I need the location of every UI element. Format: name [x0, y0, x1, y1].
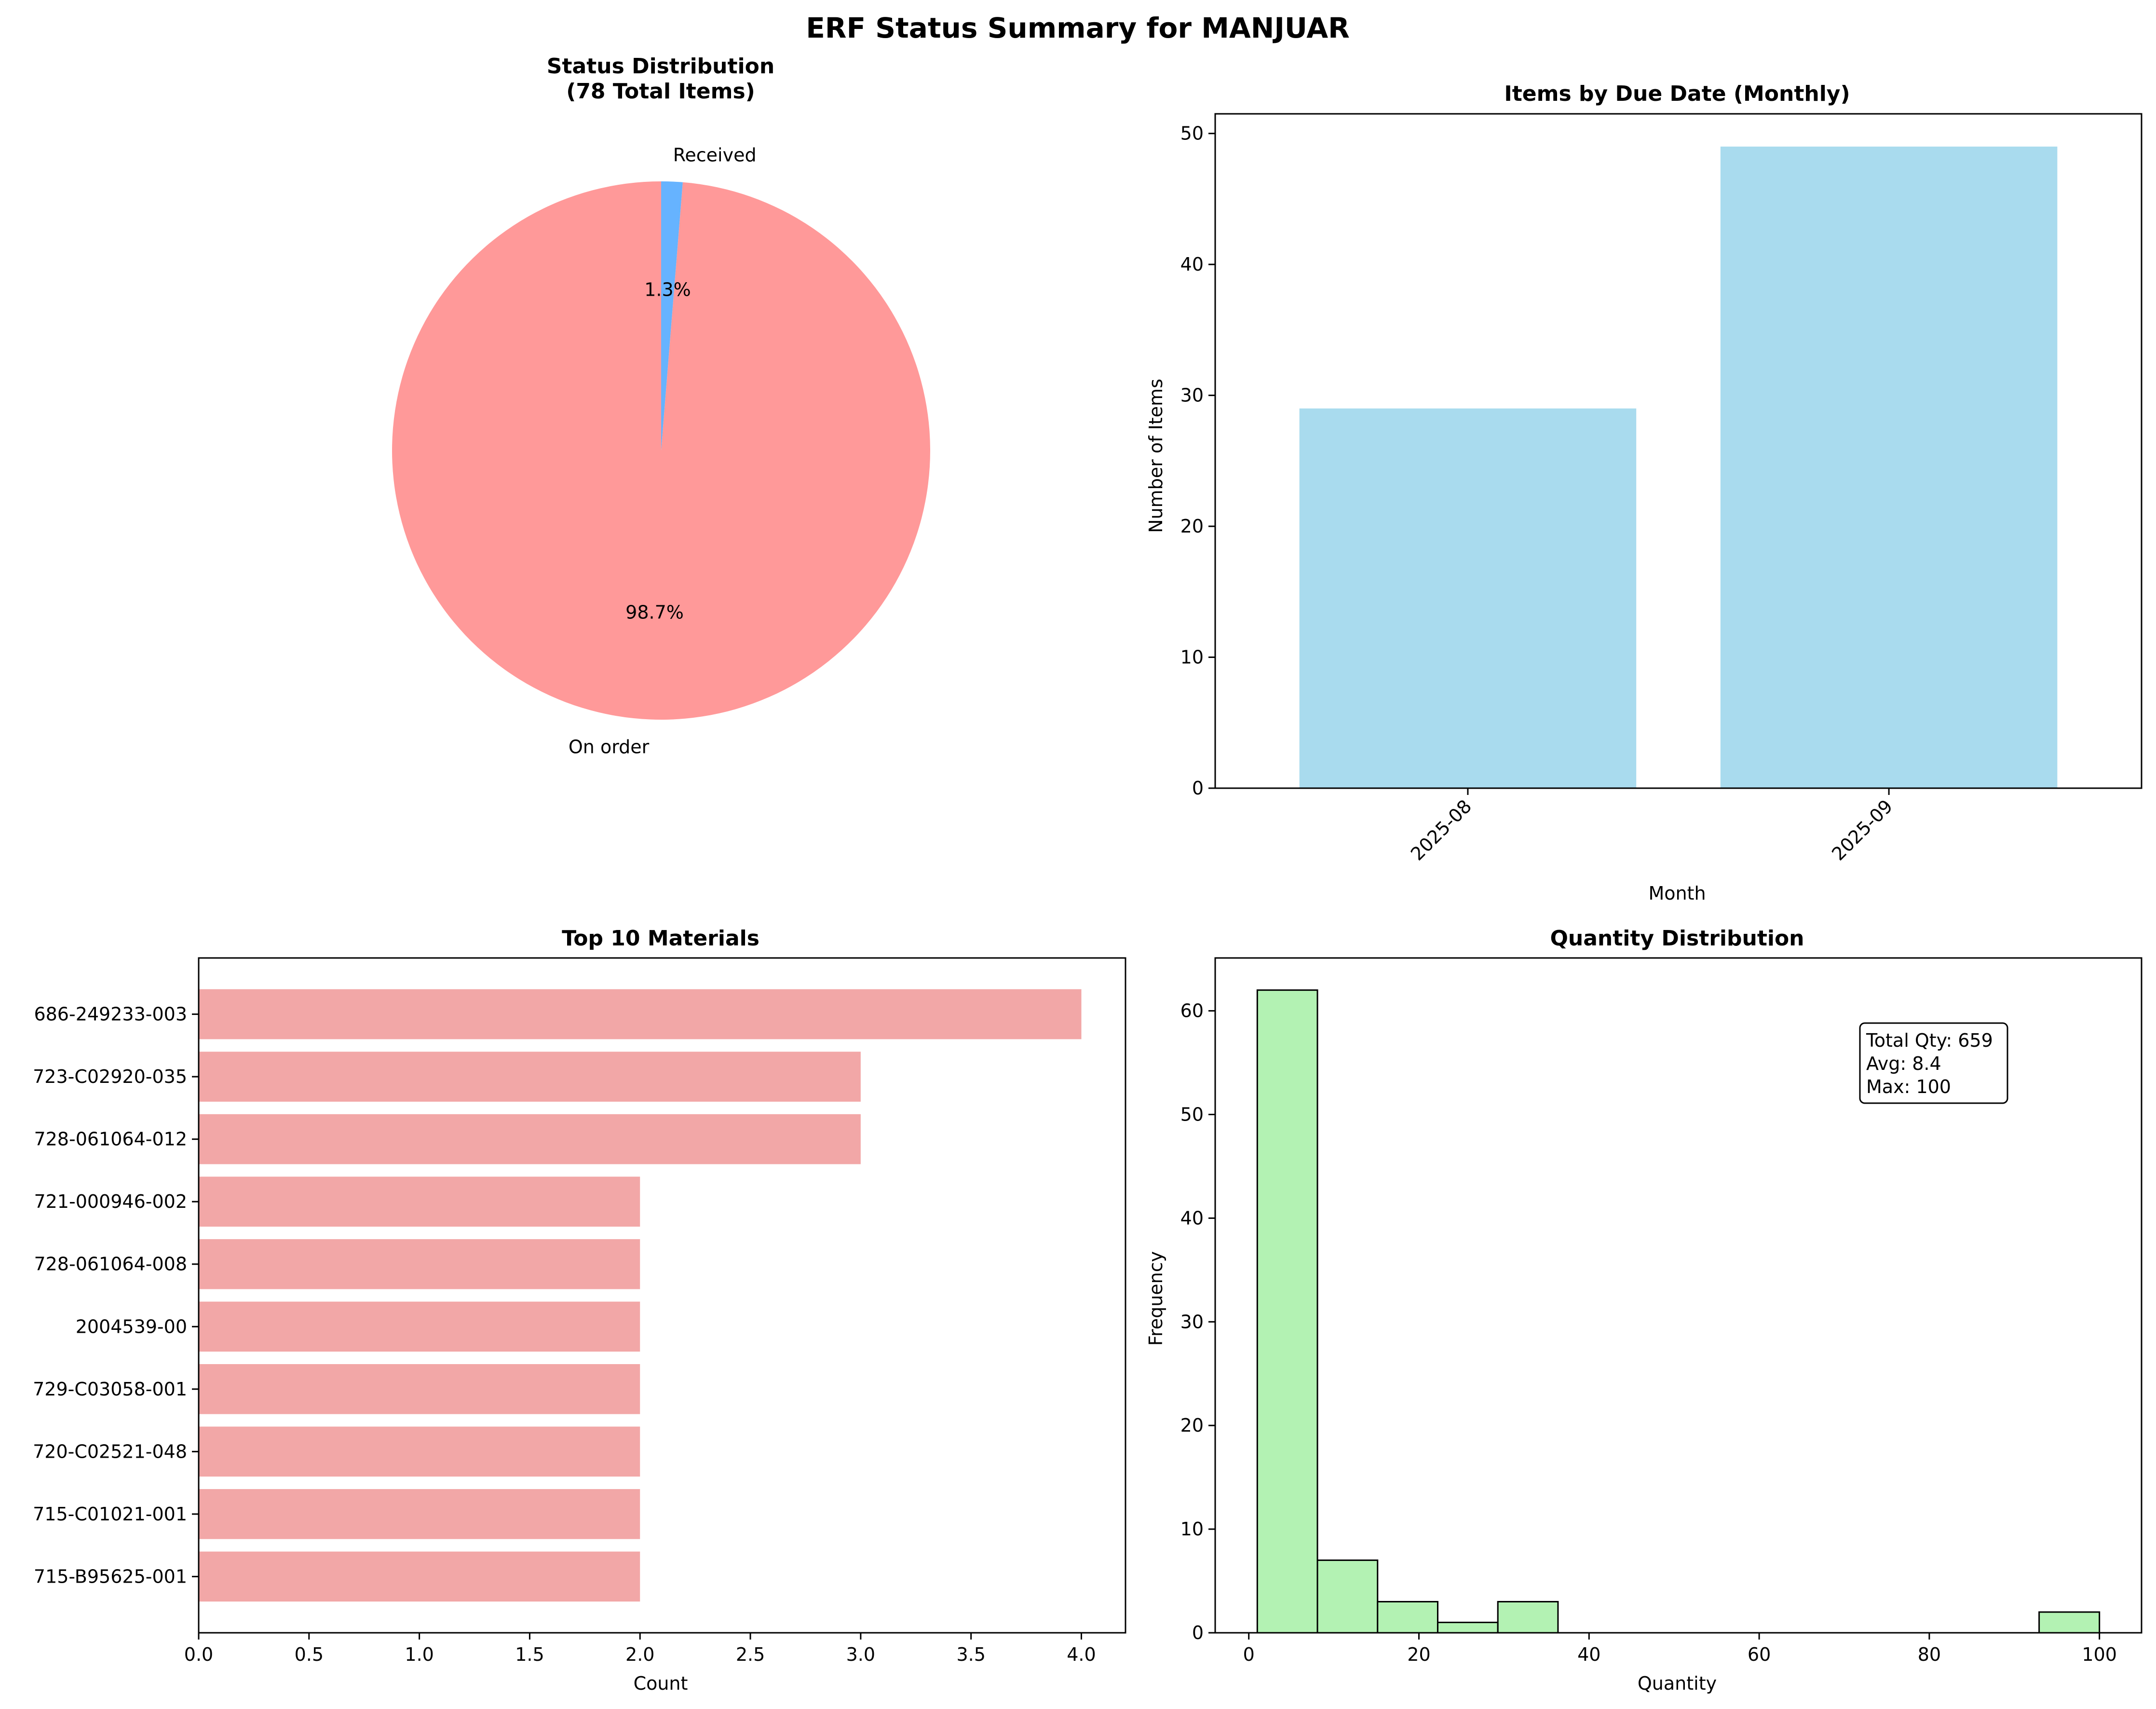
x-tick-label: 0.5: [295, 1644, 324, 1665]
material-bar: [199, 1114, 861, 1164]
y-tick-label: 720-C02521-048: [33, 1441, 187, 1462]
x-tick-label: 3.0: [846, 1644, 875, 1665]
y-tick-label: 40: [1180, 1207, 1204, 1229]
pie-percent-label: 98.7%: [625, 602, 684, 623]
materials-chart-title: Top 10 Materials: [562, 926, 759, 951]
y-tick-label: 715-C01021-001: [33, 1504, 187, 1525]
histogram-x-axis-label: Quantity: [1638, 1673, 1717, 1694]
material-bar: [199, 1489, 640, 1539]
y-tick-label: 721-000946-002: [34, 1191, 187, 1212]
y-tick-label: 10: [1180, 1518, 1204, 1540]
y-tick-label: 30: [1180, 385, 1204, 406]
x-tick-label: 1.5: [515, 1644, 544, 1665]
pie-label: On order: [569, 736, 650, 757]
monthly-bar: [1300, 409, 1637, 788]
histogram-bar: [1378, 1602, 1438, 1633]
histogram-y-axis-label: Frequency: [1145, 1251, 1166, 1346]
pie-slice-on-order: [392, 181, 930, 720]
stats-annotation-line: Max: 100: [1866, 1076, 1951, 1097]
monthly-chart-title: Items by Due Date (Monthly): [1504, 82, 1850, 106]
y-tick-label: 728-061064-012: [34, 1129, 187, 1150]
monthly-y-axis-label: Number of Items: [1145, 379, 1166, 533]
y-tick-label: 686-249233-003: [34, 1004, 187, 1025]
monthly-bar: [1721, 147, 2058, 788]
x-tick-label: 2025-08: [1407, 795, 1476, 864]
x-tick-label: 20: [1407, 1644, 1430, 1665]
histogram-bar: [1498, 1602, 1558, 1633]
material-bar: [199, 1052, 861, 1102]
pie-percent-label: 1.3%: [644, 279, 691, 300]
y-tick-label: 715-B95625-001: [34, 1566, 187, 1587]
stats-annotation-line: Total Qty: 659: [1866, 1030, 1993, 1051]
x-tick-label: 2.5: [736, 1644, 765, 1665]
x-tick-label: 0: [1243, 1644, 1255, 1665]
y-tick-label: 20: [1180, 1415, 1204, 1436]
y-tick-label: 50: [1180, 1104, 1204, 1125]
material-bar: [199, 1427, 640, 1477]
pie-label: Received: [673, 145, 757, 166]
x-tick-label: 2.0: [625, 1644, 654, 1665]
pie-chart-title: Status Distribution (78 Total Items): [547, 54, 774, 104]
x-tick-label: 3.5: [956, 1644, 985, 1665]
y-tick-label: 0: [1192, 778, 1204, 799]
x-tick-label: 0.0: [184, 1644, 213, 1665]
histogram-title: Quantity Distribution: [1550, 926, 1804, 951]
quantity-histogram-panel: Quantity Distribution Quantity Frequency…: [1145, 926, 2142, 1694]
x-tick-label: 4.0: [1067, 1644, 1096, 1665]
x-tick-label: 1.0: [405, 1644, 434, 1665]
histogram-bar: [1437, 1623, 1498, 1633]
figure-title: ERF Status Summary for MANJUAR: [806, 12, 1350, 44]
x-tick-label: 100: [2082, 1644, 2117, 1665]
y-tick-label: 40: [1180, 254, 1204, 275]
material-bar: [199, 1176, 640, 1227]
materials-x-axis-label: Count: [634, 1673, 688, 1694]
y-tick-label: 10: [1180, 647, 1204, 668]
y-tick-label: 723-C02920-035: [33, 1066, 187, 1087]
stats-annotation-line: Avg: 8.4: [1866, 1053, 1941, 1074]
y-tick-label: 0: [1192, 1622, 1204, 1643]
material-bar: [199, 1364, 640, 1414]
histogram-bar: [2039, 1612, 2100, 1633]
x-tick-label: 80: [1918, 1644, 1941, 1665]
material-bar: [199, 1301, 640, 1352]
x-tick-label: 2025-09: [1828, 795, 1897, 864]
monthly-x-axis-label: Month: [1648, 883, 1706, 904]
material-bar: [199, 1239, 640, 1289]
y-tick-label: 30: [1180, 1311, 1204, 1332]
x-tick-label: 60: [1748, 1644, 1771, 1665]
y-tick-label: 60: [1180, 1000, 1204, 1022]
x-tick-label: 40: [1577, 1644, 1600, 1665]
materials-bar-chart-panel: Top 10 Materials Count 686-249233-003 723…: [33, 926, 1125, 1694]
histogram-bar: [1317, 1560, 1378, 1633]
pie-chart-panel: Status Distribution (78 Total Items) On o…: [392, 54, 930, 757]
monthly-bar-chart-panel: Items by Due Date (Monthly) Month Number…: [1145, 82, 2142, 904]
material-bar: [199, 1552, 640, 1602]
y-tick-label: 2004539-00: [76, 1316, 187, 1337]
y-tick-label: 20: [1180, 516, 1204, 537]
y-tick-label: 728-061064-008: [34, 1254, 187, 1275]
y-tick-label: 50: [1180, 123, 1204, 144]
y-tick-label: 729-C03058-001: [33, 1379, 187, 1400]
histogram-bar: [1257, 990, 1317, 1633]
material-bar: [199, 989, 1081, 1039]
